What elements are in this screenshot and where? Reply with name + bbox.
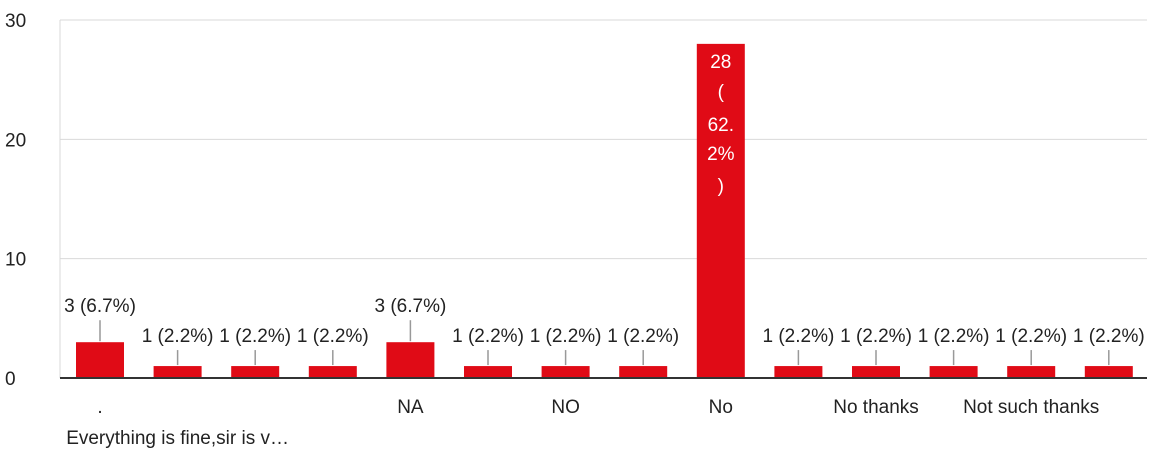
y-axis-ticks: 0 10 20 30 [5,11,26,390]
bar [308,366,357,378]
bar [464,366,512,378]
y-tick-label: 10 [5,250,26,271]
bar [696,43,745,378]
bar [774,366,823,378]
data-label: 62. [708,115,734,136]
bar [852,366,900,378]
data-label: 1 (2.2%) [607,326,679,347]
bars [76,43,1133,378]
data-label: 3 (6.7%) [374,296,446,317]
y-tick-label: 30 [5,11,26,32]
data-label: 1 (2.2%) [219,326,291,347]
bar [386,342,435,378]
data-label: 1 (2.2%) [918,326,990,347]
bar [76,342,124,378]
bar [1007,366,1056,378]
data-label: 1 (2.2%) [297,326,369,347]
x-tick-label: NO [551,397,580,418]
y-tick-label: 20 [5,130,26,151]
gridlines [59,19,1147,378]
x-axis-ticks: . Everything is fine,sir is v… NA NO No No th… [66,397,1099,449]
x-tick-label: Not such thanks [963,397,1099,418]
bar [1084,366,1133,378]
data-label: 1 (2.2%) [530,326,602,347]
data-label: 2% [707,144,735,165]
y-tick-label: 0 [5,369,16,390]
data-label: 1 (2.2%) [1073,326,1145,347]
data-label: 1 (2.2%) [762,326,834,347]
x-tick-label: NA [397,397,424,418]
data-label: 1 (2.2%) [995,326,1067,347]
x-tick-label: No thanks [833,397,919,418]
bar [619,366,668,378]
bar [153,366,202,378]
bar [929,366,978,378]
data-label: 3 (6.7%) [64,296,136,317]
data-labels: 3 (6.7%)1 (2.2%) 1 (2.2%) 1 (2.2%)3 (6.7%)… [64,52,1145,366]
bar [231,366,280,378]
bar [541,366,590,378]
data-label: ( [718,82,725,103]
x-tick-label: Everything is fine,sir is v… [66,428,289,449]
data-label: 28 [710,52,731,73]
data-label: 1 (2.2%) [452,326,524,347]
data-label: ) [718,176,724,197]
data-label: 1 (2.2%) [142,326,214,347]
x-tick-label: . [97,397,102,418]
x-tick-label: No [709,397,733,418]
data-label: 1 (2.2%) [840,326,912,347]
